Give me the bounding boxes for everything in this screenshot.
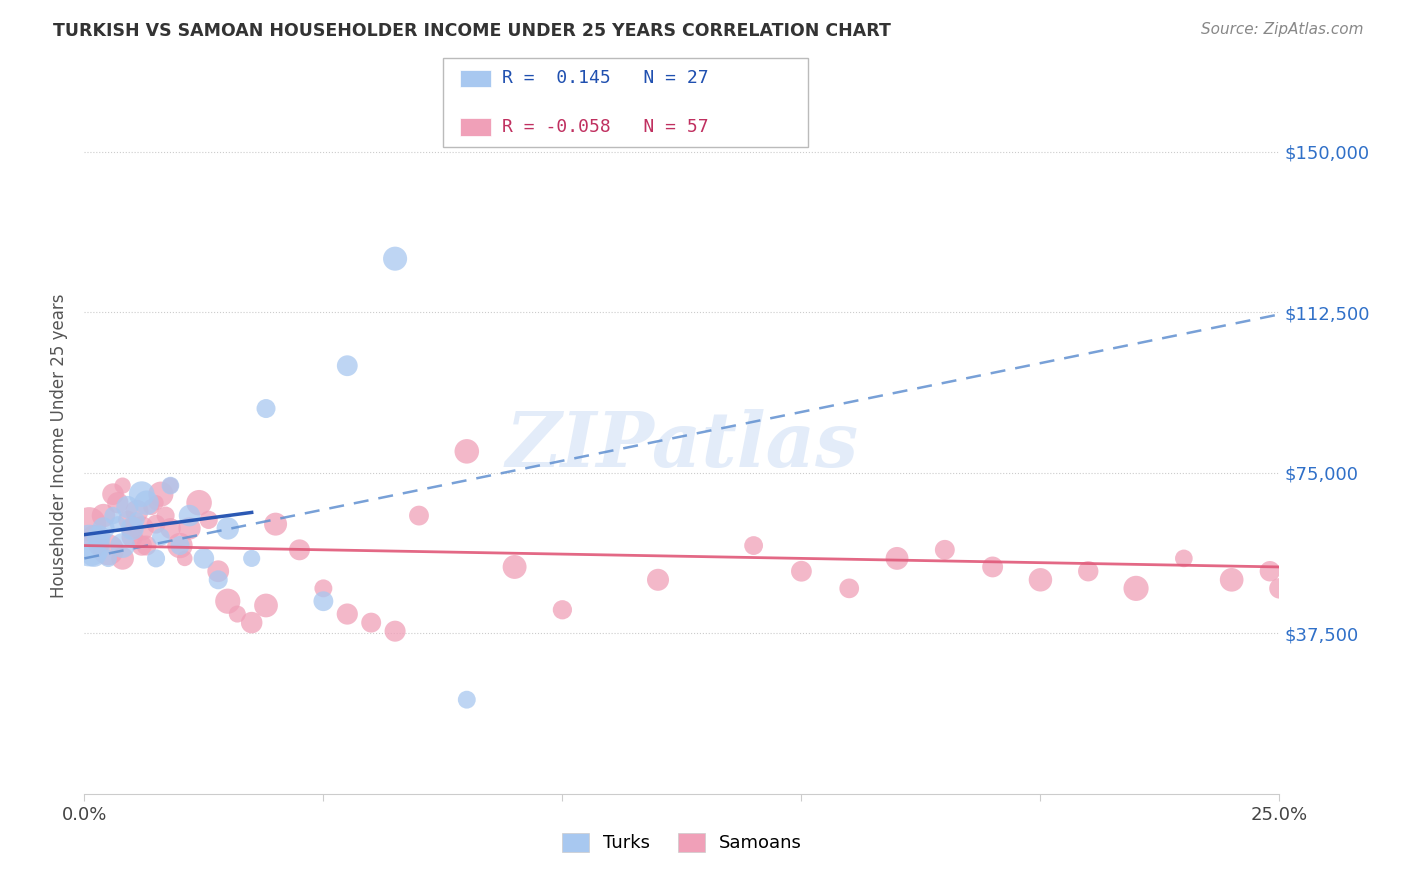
Point [456, 692, 478, 706]
Point [141, 500, 163, 514]
Point [117, 500, 139, 514]
Point [121, 521, 143, 535]
Point [1268, 582, 1291, 596]
Point [101, 508, 124, 523]
Point [149, 530, 172, 544]
Point [240, 551, 263, 566]
Point [886, 551, 908, 566]
Point [93, 508, 115, 523]
Point [145, 517, 167, 532]
Point [240, 615, 263, 630]
Point [77, 517, 100, 532]
Point [360, 615, 382, 630]
Y-axis label: Householder Income Under 25 years: Householder Income Under 25 years [51, 293, 69, 599]
Point [179, 508, 201, 523]
Point [155, 508, 177, 523]
Point [336, 359, 359, 373]
Point [77, 539, 100, 553]
Point [149, 487, 172, 501]
Text: ZIPatlas: ZIPatlas [505, 409, 859, 483]
Point [135, 539, 157, 553]
Point [336, 607, 359, 621]
Point [1125, 582, 1147, 596]
Point [790, 564, 813, 578]
Point [312, 582, 335, 596]
Point [131, 487, 153, 501]
Point [264, 517, 287, 532]
Point [121, 521, 143, 535]
Point [83, 530, 105, 544]
Point [254, 401, 277, 416]
Point [408, 508, 430, 523]
Point [551, 603, 574, 617]
Point [97, 551, 120, 566]
Legend: Turks, Samoans: Turks, Samoans [553, 824, 811, 862]
Point [107, 517, 129, 532]
Point [384, 252, 406, 266]
Point [312, 594, 335, 608]
Point [101, 487, 124, 501]
Point [503, 560, 526, 574]
Point [125, 513, 148, 527]
Point [1029, 573, 1052, 587]
Point [159, 478, 181, 492]
Point [169, 539, 191, 553]
Point [207, 573, 229, 587]
Point [217, 521, 239, 535]
Point [981, 560, 1004, 574]
Text: R = -0.058   N = 57: R = -0.058 N = 57 [502, 118, 709, 136]
Point [125, 504, 148, 518]
Point [131, 521, 153, 535]
Point [934, 542, 956, 557]
Point [83, 547, 105, 561]
Point [117, 513, 139, 527]
Point [179, 521, 201, 535]
Point [145, 496, 167, 510]
Point [111, 539, 134, 553]
Point [197, 513, 219, 527]
Point [87, 539, 110, 553]
Point [135, 496, 157, 510]
Point [1258, 564, 1281, 578]
Point [217, 594, 239, 608]
Point [107, 496, 129, 510]
Point [1077, 564, 1099, 578]
Point [97, 542, 120, 557]
Point [145, 551, 167, 566]
Point [188, 496, 211, 510]
Text: Source: ZipAtlas.com: Source: ZipAtlas.com [1201, 22, 1364, 37]
Point [159, 521, 181, 535]
Point [254, 599, 277, 613]
Point [742, 539, 765, 553]
Point [384, 624, 406, 639]
Point [288, 542, 311, 557]
Point [647, 573, 669, 587]
Point [226, 607, 249, 621]
Point [131, 539, 153, 553]
Point [121, 530, 143, 544]
Point [111, 478, 134, 492]
Text: R =  0.145   N = 27: R = 0.145 N = 27 [502, 70, 709, 87]
Point [87, 530, 110, 544]
Text: TURKISH VS SAMOAN HOUSEHOLDER INCOME UNDER 25 YEARS CORRELATION CHART: TURKISH VS SAMOAN HOUSEHOLDER INCOME UND… [53, 22, 891, 40]
Point [838, 582, 860, 596]
Point [159, 478, 181, 492]
Point [1173, 551, 1195, 566]
Point [193, 551, 215, 566]
Point [173, 551, 195, 566]
Point [111, 551, 134, 566]
Point [169, 539, 191, 553]
Point [1220, 573, 1243, 587]
Point [207, 564, 229, 578]
Point [456, 444, 478, 458]
Point [93, 521, 115, 535]
